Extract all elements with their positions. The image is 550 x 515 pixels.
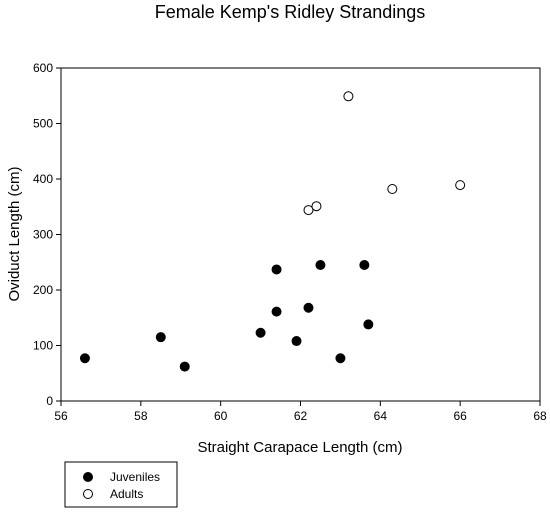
- legend-marker-adults: [83, 489, 93, 499]
- legend-label-adults: Adults: [110, 487, 143, 501]
- data-point-juveniles: [155, 332, 166, 343]
- y-tick-label: 400: [33, 172, 53, 186]
- data-point-juveniles: [79, 353, 90, 364]
- data-point-juveniles: [291, 336, 302, 347]
- data-point-juveniles: [271, 306, 282, 317]
- legend: Juveniles Adults: [64, 461, 178, 508]
- data-point-juveniles: [255, 327, 266, 338]
- y-tick-label: 300: [33, 228, 53, 242]
- data-point-juveniles: [271, 264, 282, 275]
- data-point-juveniles: [359, 260, 370, 271]
- data-point-adults: [303, 205, 314, 216]
- legend-label-juveniles: Juveniles: [110, 470, 160, 484]
- y-tick-label: 600: [33, 61, 53, 75]
- data-point-juveniles: [315, 260, 326, 271]
- y-axis-ticks: 0 100 200 300 400 500 600: [33, 61, 61, 408]
- x-axis-title: Straight Carapace Length (cm): [197, 439, 402, 456]
- data-point-juveniles: [363, 319, 374, 330]
- y-axis-title: Oviduct Length (cm): [6, 166, 23, 301]
- x-tick-label: 68: [533, 409, 547, 423]
- y-tick-label: 0: [46, 394, 53, 408]
- chart-title: Female Kemp's Ridley Strandings: [155, 2, 426, 22]
- data-point-adults: [343, 91, 354, 102]
- data-point-juveniles: [335, 353, 346, 364]
- x-tick-label: 66: [453, 409, 467, 423]
- x-tick-label: 62: [294, 409, 308, 423]
- data-points: [79, 91, 466, 372]
- x-tick-label: 60: [214, 409, 228, 423]
- x-tick-label: 64: [374, 409, 388, 423]
- data-point-adults: [387, 183, 398, 194]
- plot-area-frame: [60, 67, 541, 402]
- x-tick-label: 58: [134, 409, 148, 423]
- x-tick-label: 56: [54, 409, 68, 423]
- data-point-juveniles: [303, 302, 314, 313]
- data-point-juveniles: [179, 361, 190, 372]
- legend-box: [64, 461, 178, 508]
- x-axis-ticks: 56 58 60 62 64 66 68: [54, 401, 547, 423]
- data-point-adults: [311, 201, 322, 212]
- legend-marker-juveniles: [83, 472, 93, 482]
- data-point-adults: [455, 180, 466, 191]
- y-tick-label: 100: [33, 339, 53, 353]
- y-tick-label: 200: [33, 283, 53, 297]
- y-tick-label: 500: [33, 117, 53, 131]
